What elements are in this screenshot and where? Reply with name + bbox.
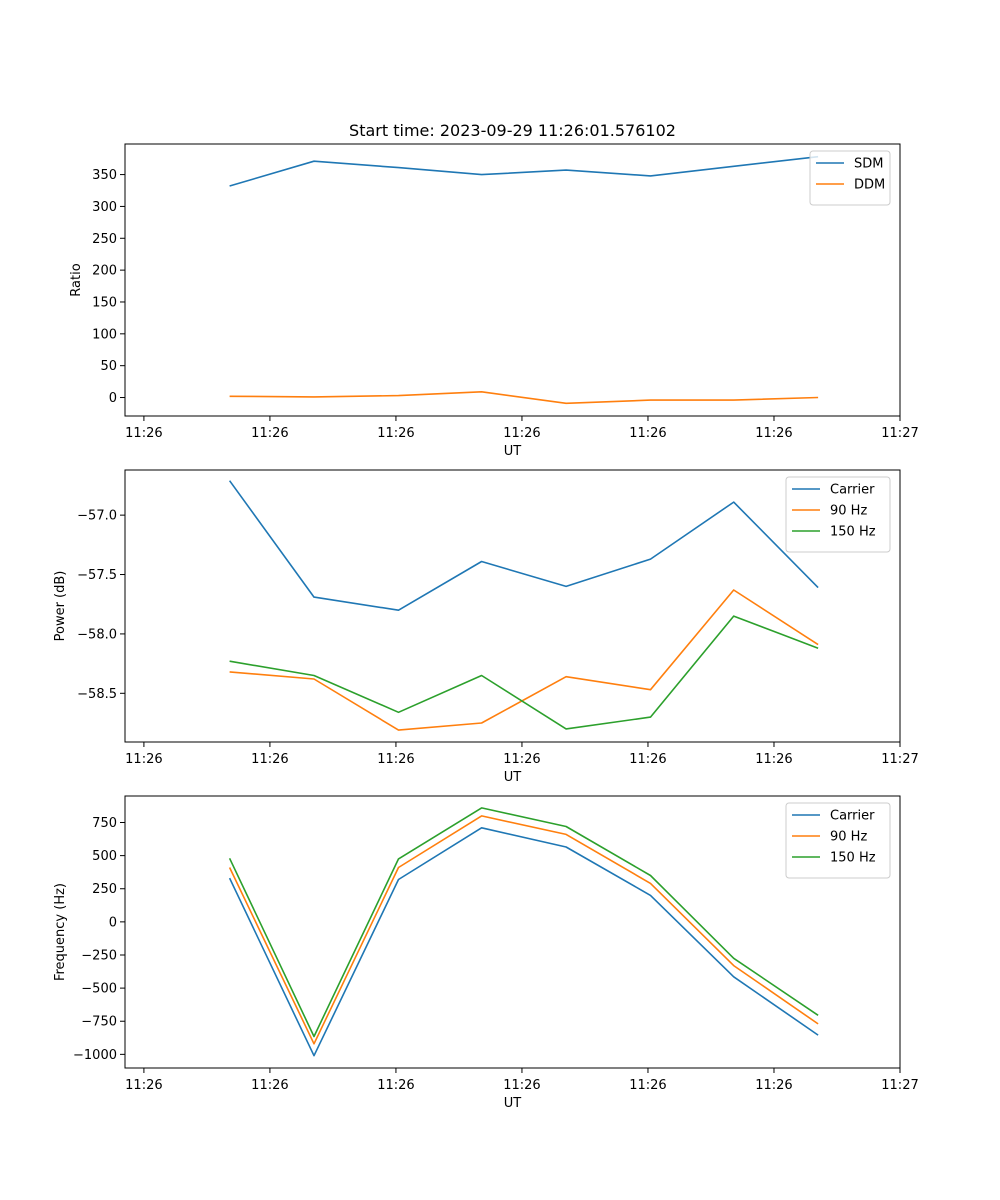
y-tick-label: −1000 [73, 1048, 117, 1063]
y-tick-label: −58.0 [77, 627, 117, 642]
subplot-1: 11:26 11:26 11:26 11:26 11:26 11:26 11:27 0 50 10… [69, 121, 919, 459]
y-tick-label: 100 [92, 327, 117, 342]
y-tick-label: 0 [109, 915, 117, 930]
y-tick-label: 200 [92, 264, 117, 279]
y-tick-label: 250 [92, 232, 117, 247]
legend-box [785, 802, 891, 879]
legend-box [809, 150, 891, 206]
y-tick-label: 50 [100, 359, 117, 374]
x-tick-label: 11:26 [377, 1078, 414, 1093]
legend: SDM DDM [809, 150, 891, 206]
x-axis-label: UT [504, 444, 522, 459]
x-tick-label: 11:26 [755, 752, 792, 767]
y-tick-label: 350 [92, 168, 117, 183]
series-line-150-hz [228, 807, 819, 1038]
y-tick-label: −58.5 [77, 687, 117, 702]
series-line-carrier [228, 480, 819, 612]
chart-title: Start time: 2023-09-29 11:26:01.576102 [349, 121, 676, 140]
legend: Carrier 90 Hz 150 Hz [785, 476, 891, 553]
x-tick-label: 11:27 [881, 1078, 918, 1093]
x-tick-label: 11:26 [251, 426, 288, 441]
axes-frame [124, 469, 901, 743]
legend-entry: SDM [854, 157, 883, 172]
y-axis-label: Ratio [69, 263, 84, 296]
x-tick-label: 11:26 [503, 1078, 540, 1093]
x-tick-label: 11:26 [629, 752, 666, 767]
legend-entry: 150 Hz [830, 851, 876, 866]
subplot-2: 11:26 11:26 11:26 11:26 11:26 11:26 11:27 −58.5… [53, 469, 919, 785]
series-line-90-hz [228, 815, 819, 1045]
series-line-90-hz [229, 589, 819, 731]
x-tick-label: 11:26 [503, 426, 540, 441]
x-tick-label: 11:26 [755, 426, 792, 441]
y-tick-label: −57.0 [77, 509, 117, 524]
series-line-ddm [229, 390, 819, 405]
y-axis-label: Power (dB) [53, 571, 68, 642]
y-tick-label: 500 [92, 849, 117, 864]
x-tick-label: 11:26 [125, 1078, 162, 1093]
legend: Carrier 90 Hz 150 Hz [785, 802, 891, 879]
legend-entry: Carrier [830, 483, 875, 498]
x-tick-label: 11:26 [251, 752, 288, 767]
x-tick-label: 11:26 [125, 426, 162, 441]
y-tick-label: −500 [81, 982, 117, 997]
x-axis-label: UT [504, 770, 522, 785]
x-tick-label: 11:26 [377, 426, 414, 441]
series-line-carrier [228, 826, 819, 1057]
legend-box [785, 476, 891, 553]
x-tick-label: 11:26 [251, 1078, 288, 1093]
series-line-sdm [229, 155, 819, 187]
x-tick-label: 11:26 [377, 752, 414, 767]
y-tick-label: 750 [92, 816, 117, 831]
x-tick-label: 11:26 [629, 1078, 666, 1093]
x-tick-label: 11:26 [125, 752, 162, 767]
axes-frame [124, 795, 901, 1069]
legend-entry: DDM [854, 178, 885, 193]
y-tick-label: 0 [109, 391, 117, 406]
subplot-3: 11:26 11:26 11:26 11:26 11:26 11:26 11:27 −1000… [53, 795, 919, 1111]
x-tick-label: 11:26 [503, 752, 540, 767]
y-tick-label: 250 [92, 882, 117, 897]
legend-entry: 90 Hz [830, 504, 867, 519]
legend-entry: Carrier [830, 809, 875, 824]
x-axis-label: UT [504, 1096, 522, 1111]
x-tick-label: 11:26 [755, 1078, 792, 1093]
y-tick-label: 150 [92, 295, 117, 310]
y-tick-label: −250 [81, 948, 117, 963]
series-line-150-hz [229, 615, 819, 730]
x-tick-label: 11:27 [881, 752, 918, 767]
axes-frame [124, 143, 901, 417]
x-tick-label: 11:27 [881, 426, 918, 441]
y-tick-label: −57.5 [77, 568, 117, 583]
y-axis-label: Frequency (Hz) [53, 883, 68, 981]
y-tick-label: −750 [81, 1015, 117, 1030]
legend-entry: 150 Hz [830, 525, 876, 540]
legend-entry: 90 Hz [830, 830, 867, 845]
x-tick-label: 11:26 [629, 426, 666, 441]
y-tick-label: 300 [92, 200, 117, 215]
